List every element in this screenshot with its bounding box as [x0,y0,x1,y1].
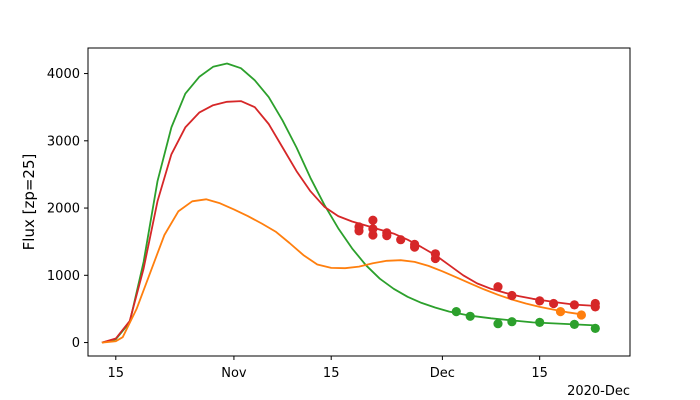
plot-frame [87,47,631,357]
y-axis-ticks: 0 1000 2000 3000 4000 [47,67,88,351]
x-tick-label-3: Dec [430,366,455,381]
x-tick-label-1: Nov [221,366,247,381]
data-point-1-18 [590,302,600,312]
data-point-1-15 [549,298,559,309]
data-point-1-13 [507,290,517,301]
data-point-0-3 [507,317,517,327]
data-point-1-14 [535,296,545,306]
x-tick-label-2: 15 [323,366,340,381]
x-axis-offset-label: 2020-Dec [567,384,630,399]
x-axis-ticks: 15 Nov 15 Dec 15 [108,356,548,381]
y-tick-label-0: 0 [72,336,80,351]
y-tick-label-2: 2000 [47,202,80,217]
data-point-2-0 [555,307,566,317]
fit-curve-2 [101,198,582,344]
data-point-0-6 [590,323,600,333]
data-point-1-1 [354,226,364,236]
fit-curves [101,62,596,344]
data-point-0-1 [465,311,475,321]
y-tick-label-3: 3000 [47,134,80,149]
data-point-1-9 [410,242,420,252]
data-point-0-2 [493,319,503,329]
data-points [354,215,600,333]
x-tick-label-0: 15 [108,366,125,381]
data-point-0-4 [535,317,545,327]
data-point-1-11 [430,253,440,264]
data-point-1-12 [493,282,503,292]
data-point-1-4 [368,230,378,240]
x-tick-label-4: 15 [531,366,548,381]
data-point-1-16 [569,300,580,310]
y-axis-label: Flux [zp=25] [20,154,38,251]
data-point-0-5 [569,319,580,329]
y-tick-label-1: 1000 [47,269,80,284]
data-point-0-0 [451,307,461,317]
fit-curve-1 [101,100,596,344]
y-tick-label-4: 4000 [47,67,80,82]
data-point-1-2 [368,215,378,225]
data-point-2-1 [576,310,587,320]
data-point-1-7 [396,235,406,245]
fit-curve-0 [101,62,596,344]
data-point-1-6 [382,231,392,241]
